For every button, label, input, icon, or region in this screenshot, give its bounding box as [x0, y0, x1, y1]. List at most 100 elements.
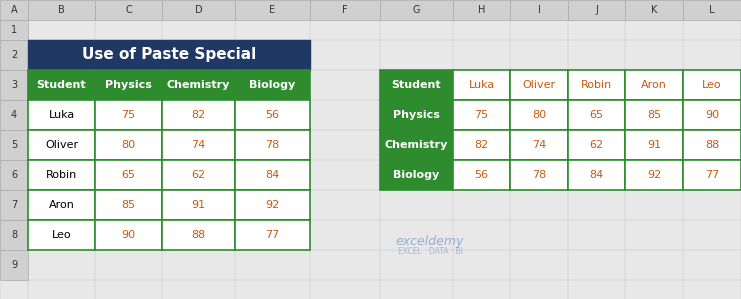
Text: C: C — [125, 5, 132, 15]
FancyBboxPatch shape — [510, 0, 568, 20]
FancyBboxPatch shape — [28, 70, 95, 100]
Text: Leo: Leo — [702, 80, 722, 90]
FancyBboxPatch shape — [380, 130, 453, 160]
FancyBboxPatch shape — [568, 100, 625, 130]
FancyBboxPatch shape — [0, 130, 28, 160]
FancyBboxPatch shape — [568, 70, 625, 100]
FancyBboxPatch shape — [95, 0, 162, 20]
FancyBboxPatch shape — [453, 160, 510, 190]
Text: 78: 78 — [265, 140, 279, 150]
Text: 3: 3 — [11, 80, 17, 90]
Text: 85: 85 — [122, 200, 136, 210]
Text: 65: 65 — [122, 170, 136, 180]
Text: 62: 62 — [191, 170, 205, 180]
FancyBboxPatch shape — [568, 0, 625, 20]
Text: D: D — [195, 5, 202, 15]
FancyBboxPatch shape — [95, 130, 162, 160]
FancyBboxPatch shape — [380, 70, 453, 100]
Text: 62: 62 — [589, 140, 604, 150]
Text: Luka: Luka — [468, 80, 495, 90]
Text: 75: 75 — [122, 110, 136, 120]
FancyBboxPatch shape — [162, 190, 235, 220]
FancyBboxPatch shape — [310, 0, 380, 20]
FancyBboxPatch shape — [162, 160, 235, 190]
FancyBboxPatch shape — [0, 160, 28, 190]
Text: 84: 84 — [265, 170, 279, 180]
FancyBboxPatch shape — [0, 70, 28, 100]
FancyBboxPatch shape — [683, 130, 741, 160]
FancyBboxPatch shape — [683, 0, 741, 20]
FancyBboxPatch shape — [683, 70, 741, 100]
FancyBboxPatch shape — [380, 100, 453, 130]
FancyBboxPatch shape — [453, 100, 510, 130]
FancyBboxPatch shape — [453, 130, 510, 160]
FancyBboxPatch shape — [28, 160, 95, 190]
Text: 2: 2 — [11, 50, 17, 60]
Text: Chemistry: Chemistry — [167, 80, 230, 90]
Text: Chemistry: Chemistry — [385, 140, 448, 150]
Text: Student: Student — [37, 80, 86, 90]
Text: Aron: Aron — [641, 80, 667, 90]
Text: 90: 90 — [122, 230, 136, 240]
Text: 56: 56 — [474, 170, 488, 180]
Text: 91: 91 — [191, 200, 205, 210]
Text: 75: 75 — [474, 110, 488, 120]
Text: Leo: Leo — [52, 230, 71, 240]
FancyBboxPatch shape — [162, 220, 235, 250]
Text: E: E — [270, 5, 276, 15]
Text: 88: 88 — [191, 230, 205, 240]
FancyBboxPatch shape — [625, 0, 683, 20]
FancyBboxPatch shape — [235, 70, 310, 100]
FancyBboxPatch shape — [95, 100, 162, 130]
Text: 6: 6 — [11, 170, 17, 180]
FancyBboxPatch shape — [0, 190, 28, 220]
Text: Student: Student — [392, 80, 442, 90]
FancyBboxPatch shape — [625, 130, 683, 160]
Text: 74: 74 — [191, 140, 205, 150]
FancyBboxPatch shape — [28, 130, 95, 160]
FancyBboxPatch shape — [235, 130, 310, 160]
FancyBboxPatch shape — [0, 250, 28, 280]
Text: Oliver: Oliver — [522, 80, 556, 90]
FancyBboxPatch shape — [453, 70, 510, 100]
FancyBboxPatch shape — [235, 0, 310, 20]
Text: Oliver: Oliver — [45, 140, 78, 150]
Text: 8: 8 — [11, 230, 17, 240]
Text: 82: 82 — [474, 140, 488, 150]
FancyBboxPatch shape — [95, 70, 162, 100]
Text: EXCEL · DATA · BI: EXCEL · DATA · BI — [397, 246, 462, 256]
FancyBboxPatch shape — [235, 100, 310, 130]
FancyBboxPatch shape — [28, 100, 95, 130]
Text: 85: 85 — [647, 110, 661, 120]
FancyBboxPatch shape — [28, 220, 95, 250]
FancyBboxPatch shape — [0, 20, 28, 40]
Text: 92: 92 — [265, 200, 279, 210]
FancyBboxPatch shape — [453, 0, 510, 20]
Text: 4: 4 — [11, 110, 17, 120]
Text: 90: 90 — [705, 110, 719, 120]
FancyBboxPatch shape — [510, 100, 568, 130]
Text: 92: 92 — [647, 170, 661, 180]
FancyBboxPatch shape — [235, 160, 310, 190]
FancyBboxPatch shape — [380, 160, 453, 190]
Text: 80: 80 — [122, 140, 136, 150]
FancyBboxPatch shape — [0, 0, 28, 20]
FancyBboxPatch shape — [510, 130, 568, 160]
FancyBboxPatch shape — [28, 0, 95, 20]
FancyBboxPatch shape — [162, 0, 235, 20]
Text: Robin: Robin — [46, 170, 77, 180]
FancyBboxPatch shape — [625, 70, 683, 100]
Text: 78: 78 — [532, 170, 546, 180]
Text: 1: 1 — [11, 25, 17, 35]
FancyBboxPatch shape — [380, 0, 453, 20]
Text: Physics: Physics — [393, 110, 440, 120]
FancyBboxPatch shape — [28, 190, 95, 220]
FancyBboxPatch shape — [95, 190, 162, 220]
Text: H: H — [478, 5, 485, 15]
FancyBboxPatch shape — [28, 40, 310, 70]
FancyBboxPatch shape — [95, 160, 162, 190]
FancyBboxPatch shape — [95, 220, 162, 250]
FancyBboxPatch shape — [162, 130, 235, 160]
Text: Aron: Aron — [49, 200, 74, 210]
Text: F: F — [342, 5, 348, 15]
